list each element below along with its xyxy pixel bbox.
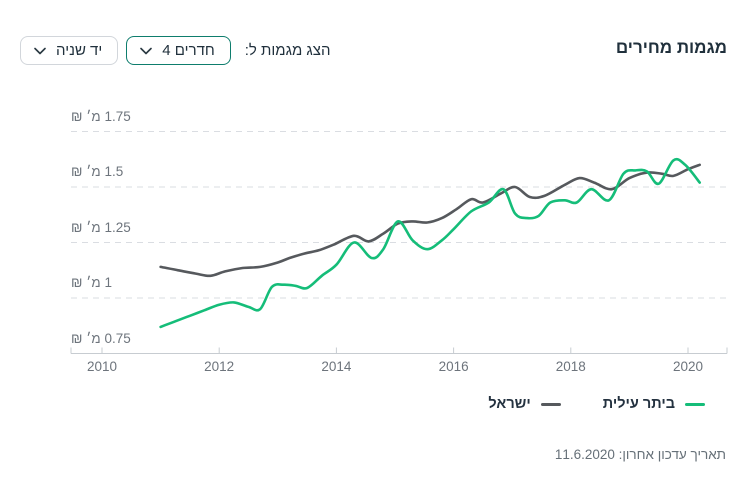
series-color-marker-israel	[540, 402, 561, 406]
trend-controls: הצג מגמות ל: 4 חדרים יד שניה	[20, 36, 330, 65]
y-tick-label: 1.25 מ׳ ₪	[71, 219, 131, 235]
legend-item-beitar-illit: ביתר עילית	[603, 396, 705, 412]
chevron-down-icon	[140, 47, 153, 55]
legend-item-israel: ישראל	[488, 396, 561, 412]
legend-label-israel: ישראל	[488, 396, 531, 412]
y-tick-label: 0.75 מ׳ ₪	[71, 330, 131, 346]
y-tick-label: 1.5 מ׳ ₪	[71, 164, 124, 179]
condition-dropdown-value: יד שניה	[56, 42, 103, 59]
x-tick-label: 2010	[86, 358, 118, 374]
chart-legend: ביתר עילית ישראל	[488, 396, 705, 412]
page-title: מגמות מחירים	[615, 38, 727, 57]
series-color-marker-beitar-illit	[685, 402, 705, 406]
x-tick-label: 2012	[204, 358, 235, 374]
legend-label-beitar-illit: ביתר עילית	[602, 396, 675, 412]
chevron-down-icon	[34, 47, 46, 55]
show-trends-label: הצג מגמות ל:	[244, 42, 331, 59]
x-tick-label: 2020	[672, 358, 704, 374]
rooms-dropdown-value: 4 חדרים	[162, 42, 215, 59]
x-tick-label: 2016	[438, 358, 469, 374]
x-tick-label: 2018	[555, 358, 586, 374]
y-tick-label: 1 מ׳ ₪	[71, 275, 112, 290]
series-line-0	[159, 163, 701, 278]
y-tick-label: 1.75 מ׳ ₪	[71, 108, 131, 124]
last-update-note: תאריך עדכון אחרון: 11.6.2020	[554, 447, 726, 462]
condition-dropdown[interactable]: יד שניה	[20, 36, 119, 65]
rooms-dropdown[interactable]: 4 חדרים	[126, 36, 231, 65]
series-line-1	[159, 157, 701, 329]
x-tick-label: 2014	[321, 358, 352, 374]
